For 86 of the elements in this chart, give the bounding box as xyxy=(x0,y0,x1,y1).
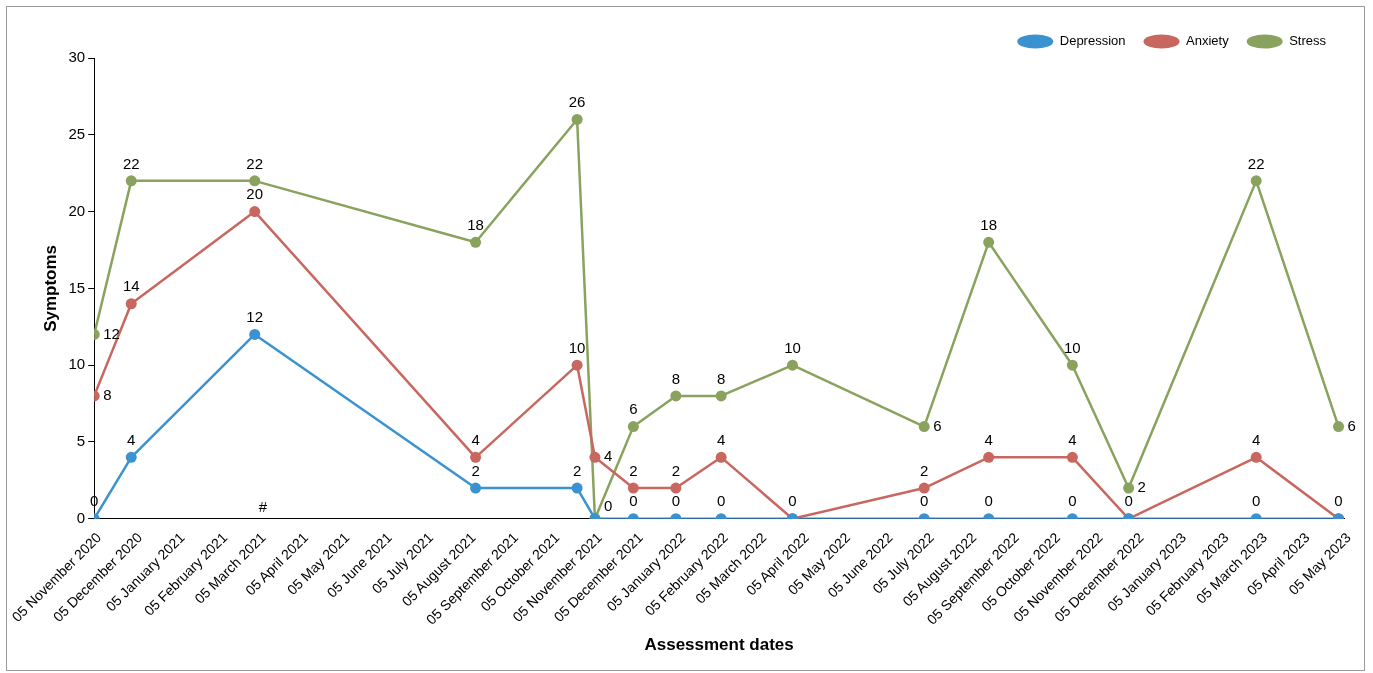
point xyxy=(1066,451,1078,463)
point xyxy=(125,298,137,310)
data-label: 18 xyxy=(980,215,998,233)
data-label: 0 xyxy=(984,492,993,510)
legend-label: Anxiety xyxy=(1186,33,1230,49)
data-label: 0 xyxy=(671,492,681,510)
y-tick-label: 10 xyxy=(68,355,86,373)
point xyxy=(983,236,995,248)
data-label: 0 xyxy=(1252,492,1261,510)
data-label: 8 xyxy=(103,386,112,404)
data-label: 18 xyxy=(467,215,484,233)
data-label: 2 xyxy=(572,461,582,479)
y-tick-label: 0 xyxy=(76,508,86,526)
point xyxy=(589,451,601,463)
point xyxy=(670,390,682,402)
y-tick-label: 30 xyxy=(68,48,86,66)
point xyxy=(125,451,137,463)
data-label: 2 xyxy=(629,461,638,479)
annotation: # xyxy=(258,498,268,516)
data-label: 0 xyxy=(788,492,797,510)
x-axis-title: Assessment dates xyxy=(644,635,794,655)
data-label: 22 xyxy=(122,154,140,172)
legend-label: Depression xyxy=(1059,33,1126,49)
y-tick-label: 5 xyxy=(76,432,86,450)
point xyxy=(1123,482,1135,494)
data-label: 6 xyxy=(629,400,638,418)
data-label: 22 xyxy=(246,154,264,172)
data-label: 4 xyxy=(603,447,613,465)
point xyxy=(1066,359,1078,371)
point xyxy=(249,206,261,218)
data-label: 20 xyxy=(246,185,264,203)
point xyxy=(983,451,995,463)
data-label: 2 xyxy=(471,461,480,479)
point xyxy=(1250,175,1262,187)
data-label: 0 xyxy=(716,492,726,510)
data-label: 14 xyxy=(122,277,140,295)
point xyxy=(627,421,639,433)
data-label: 4 xyxy=(1252,430,1261,448)
data-label: 4 xyxy=(1068,430,1077,448)
data-label: 6 xyxy=(1347,416,1356,434)
data-label: 0 xyxy=(1068,492,1077,510)
data-label: 2 xyxy=(671,461,681,479)
point xyxy=(470,482,482,494)
point xyxy=(670,482,682,494)
point xyxy=(918,421,930,433)
data-label: 0 xyxy=(603,496,613,514)
data-label: 12 xyxy=(103,324,120,342)
point xyxy=(1333,421,1344,433)
point xyxy=(249,175,261,187)
y-tick-label: 20 xyxy=(68,201,86,219)
data-label: 10 xyxy=(784,338,801,356)
point xyxy=(715,390,727,402)
data-label: 0 xyxy=(1334,492,1343,510)
data-label: 2 xyxy=(1137,478,1146,496)
y-axis-title: Symptoms xyxy=(41,244,60,332)
point xyxy=(627,482,639,494)
data-label: 4 xyxy=(716,430,726,448)
data-label: 10 xyxy=(568,338,586,356)
data-label: 6 xyxy=(933,416,942,434)
y-tick-label: 15 xyxy=(68,278,86,296)
data-label: 8 xyxy=(671,369,681,387)
point xyxy=(571,113,583,125)
data-label: 0 xyxy=(920,492,929,510)
point xyxy=(470,451,482,463)
data-label: 2 xyxy=(920,461,929,479)
data-label: 4 xyxy=(471,430,480,448)
point xyxy=(1250,451,1262,463)
y-tick-label: 25 xyxy=(68,124,86,142)
data-label: 0 xyxy=(1124,492,1133,510)
data-label: 12 xyxy=(246,308,264,326)
data-label: 4 xyxy=(127,430,136,448)
data-label: 4 xyxy=(984,430,993,448)
data-label: 22 xyxy=(1247,154,1265,172)
point xyxy=(787,359,798,371)
point xyxy=(571,359,583,371)
point xyxy=(918,482,930,494)
point xyxy=(571,482,583,494)
legend-label: Stress xyxy=(1289,33,1327,49)
data-label: 0 xyxy=(629,492,638,510)
point xyxy=(249,328,261,340)
point xyxy=(470,236,482,248)
data-label: 26 xyxy=(568,93,586,111)
data-label: 10 xyxy=(1064,338,1081,356)
point xyxy=(715,451,727,463)
point xyxy=(125,175,137,187)
data-label: 8 xyxy=(716,369,726,387)
